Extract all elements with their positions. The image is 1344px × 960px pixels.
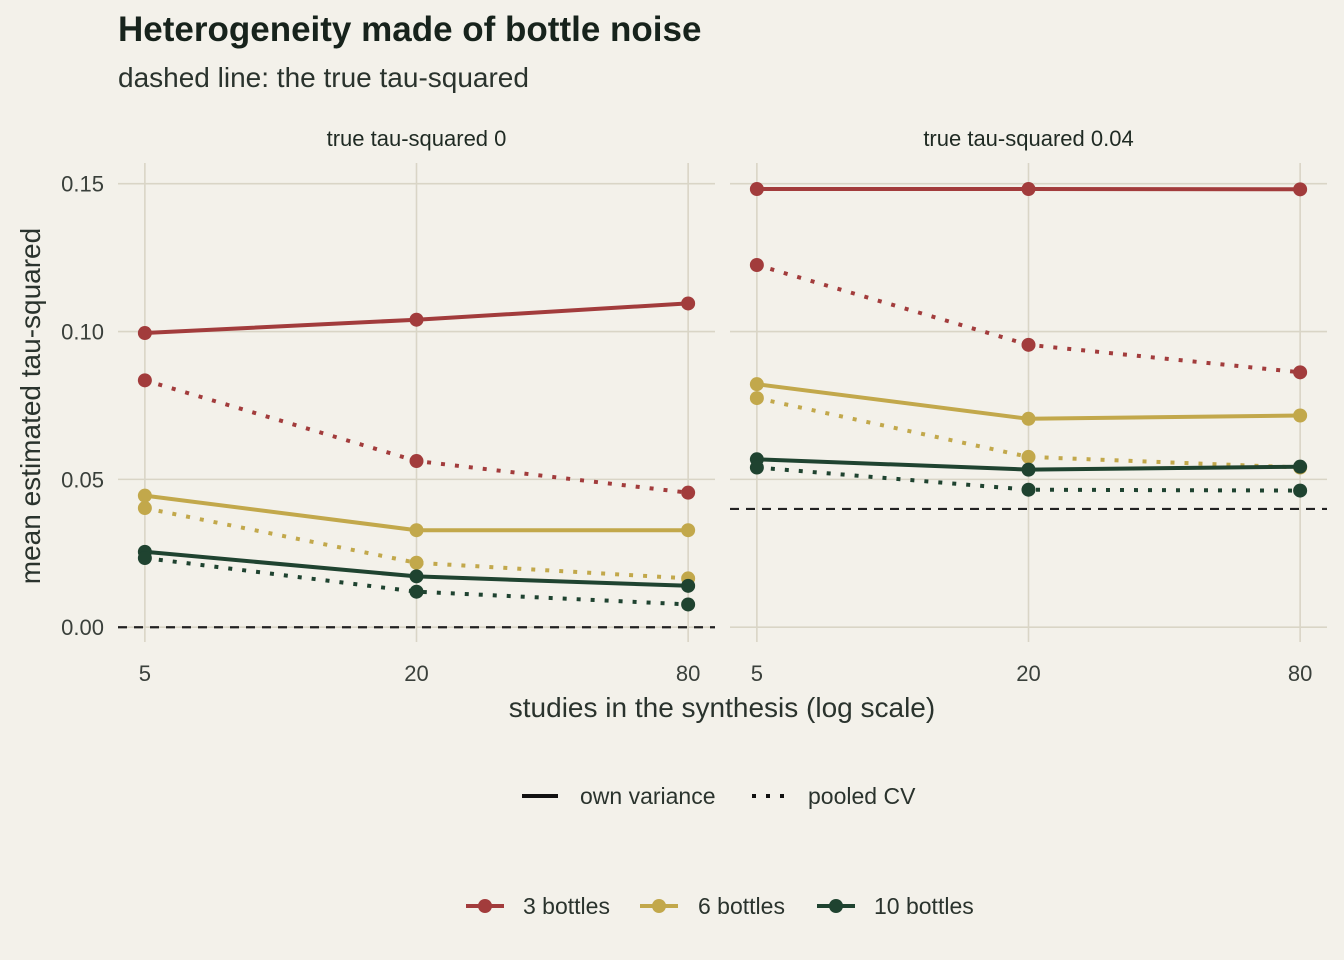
data-point [1293, 483, 1308, 498]
y-axis-title: mean estimated tau-squared [15, 228, 46, 584]
data-point [749, 258, 764, 273]
data-point [409, 569, 424, 584]
legend-linetype: own variance pooled CV [522, 783, 916, 809]
x-axis-title: studies in the synthesis (log scale) [509, 692, 935, 723]
data-point [137, 326, 152, 341]
series-layer [137, 182, 1308, 612]
data-point [1021, 182, 1036, 197]
x-tick-label: 5 [139, 661, 151, 686]
x-tick-label: 5 [751, 661, 763, 686]
y-tick-label: 0.10 [61, 320, 104, 345]
data-point [1021, 337, 1036, 352]
reference-lines [118, 507, 1327, 629]
data-point [1293, 182, 1308, 197]
data-point [409, 312, 424, 327]
data-point [1021, 411, 1036, 426]
data-point [137, 551, 152, 566]
facet-strip-label: true tau-squared 0.04 [923, 126, 1133, 151]
y-tick-label: 0.00 [61, 615, 104, 640]
data-point [1293, 459, 1308, 474]
y-tick-label: 0.15 [61, 172, 104, 197]
data-point [137, 488, 152, 503]
legend-label-color: 3 bottles [523, 893, 610, 919]
data-point [409, 584, 424, 599]
data-point [681, 578, 696, 593]
data-point [1021, 482, 1036, 497]
legend-label-color: 6 bottles [698, 893, 785, 919]
data-point [137, 501, 152, 516]
legend-key-color-point [829, 899, 843, 913]
chart-title: Heterogeneity made of bottle noise [118, 10, 702, 49]
x-tick-label: 80 [1288, 661, 1312, 686]
data-point [409, 523, 424, 538]
data-point [749, 377, 764, 392]
legend-color: 3 bottles 6 bottles 10 bottles [466, 893, 974, 919]
data-point [409, 555, 424, 570]
data-point [1021, 449, 1036, 464]
facet-strip-label: true tau-squared 0 [327, 126, 507, 151]
data-point [749, 182, 764, 197]
legend-label-color: 10 bottles [874, 893, 974, 919]
data-point [137, 373, 152, 388]
legend-label-linetype: pooled CV [808, 783, 916, 809]
data-point [1293, 408, 1308, 423]
grid-layer [118, 163, 1327, 642]
x-tick-label: 20 [404, 661, 428, 686]
x-tick-label: 20 [1016, 661, 1040, 686]
data-point [681, 296, 696, 311]
legend-label-linetype: own variance [580, 783, 716, 809]
legend-key-color-point [478, 899, 492, 913]
data-point [1021, 462, 1036, 477]
axis-layer: true tau-squared 0 5 20 80 true tau-squared … [61, 126, 1312, 686]
data-point [681, 597, 696, 612]
chart-subtitle: dashed line: the true tau-squared [118, 62, 529, 93]
legend-key-color-point [652, 899, 666, 913]
data-point [1293, 365, 1308, 380]
y-tick-label: 0.05 [61, 467, 104, 492]
data-point [681, 485, 696, 500]
data-point [681, 523, 696, 538]
x-tick-label: 80 [676, 661, 700, 686]
data-point [409, 454, 424, 469]
data-point [749, 391, 764, 406]
data-point [749, 460, 764, 475]
